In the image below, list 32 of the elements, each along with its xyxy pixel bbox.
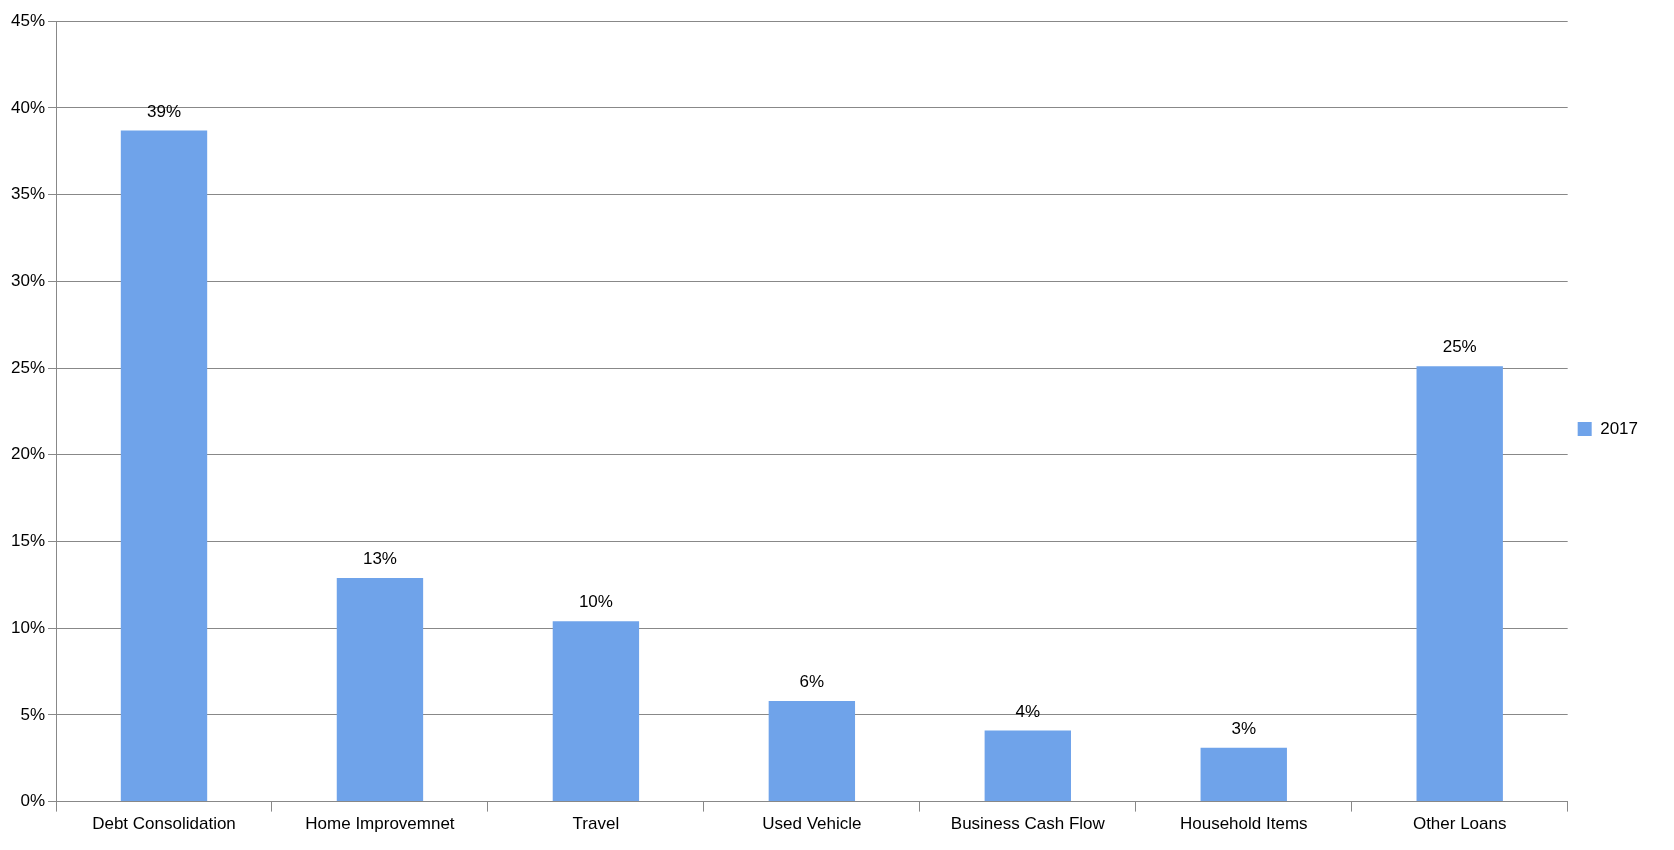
y-tick-label: 10% (10, 617, 46, 637)
y-tick-label: 5% (20, 704, 46, 724)
y-tick-label: 35% (10, 184, 46, 204)
y-tick-label: 20% (10, 444, 46, 464)
bar (768, 701, 856, 802)
data-label: 4% (1015, 701, 1041, 721)
x-tick-label: Household Items (1179, 814, 1308, 834)
y-tick-label: 25% (10, 357, 46, 377)
x-tick-label: Travel (572, 814, 620, 834)
x-tick-label: Debt Consolidation (92, 814, 236, 834)
bar (552, 621, 640, 802)
y-tick-label: 45% (10, 10, 46, 30)
x-tick-label: Home Improvemnet (305, 814, 455, 834)
legend-label: 2017 (1600, 418, 1639, 438)
y-tick-label: 15% (10, 531, 46, 551)
data-label: 10% (578, 592, 613, 612)
data-label: 39% (146, 101, 182, 121)
x-tick-label: Used Vehicle (762, 814, 862, 834)
data-label: 25% (1442, 337, 1477, 357)
bar (1200, 747, 1287, 802)
y-tick-label: 0% (20, 791, 46, 811)
bar (120, 130, 208, 802)
x-tick-label: Other Loans (1412, 814, 1507, 834)
data-label: 6% (799, 672, 825, 692)
bar (984, 730, 1071, 802)
bar (336, 577, 424, 802)
data-label: 13% (362, 549, 397, 569)
data-label: 3% (1231, 719, 1257, 739)
y-tick-label: 30% (10, 271, 46, 291)
y-tick-label: 40% (10, 97, 46, 117)
x-tick-label: Business Cash Flow (950, 814, 1106, 834)
bar (1416, 366, 1503, 802)
